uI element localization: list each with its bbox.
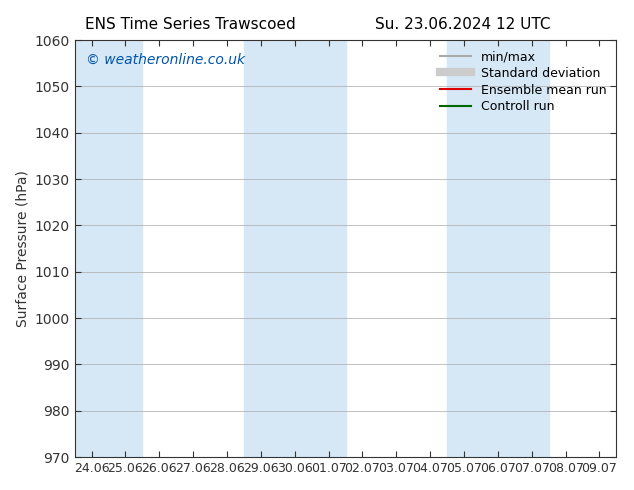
Text: Su. 23.06.2024 12 UTC: Su. 23.06.2024 12 UTC <box>375 17 550 32</box>
Bar <box>75 40 143 457</box>
Text: © weatheronline.co.uk: © weatheronline.co.uk <box>86 52 245 67</box>
Y-axis label: Surface Pressure (hPa): Surface Pressure (hPa) <box>15 170 29 327</box>
Bar <box>447 40 548 457</box>
Legend: min/max, Standard deviation, Ensemble mean run, Controll run: min/max, Standard deviation, Ensemble me… <box>436 47 610 117</box>
Text: ENS Time Series Trawscoed: ENS Time Series Trawscoed <box>85 17 295 32</box>
Bar <box>244 40 346 457</box>
